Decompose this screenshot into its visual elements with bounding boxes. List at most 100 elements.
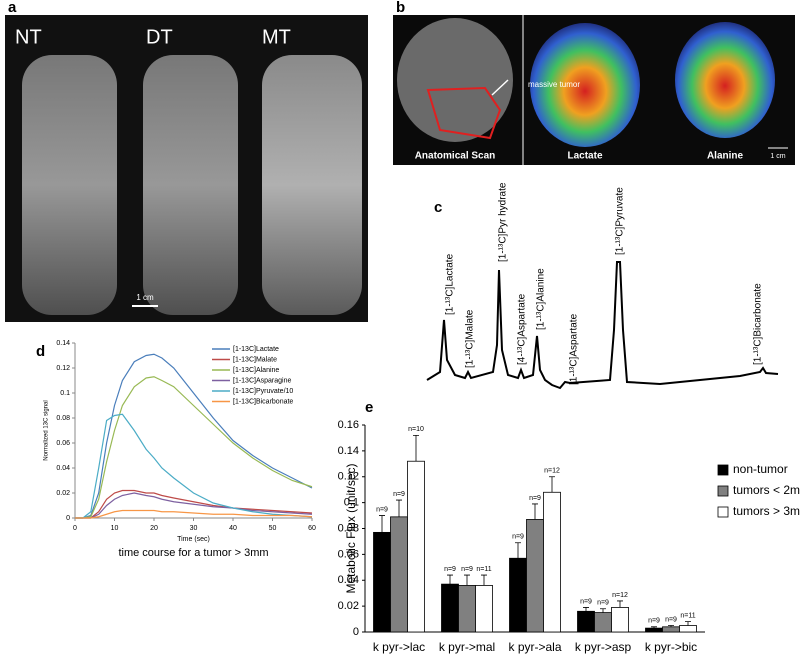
legend-label: non-tumor [733,462,788,476]
tumor-outline [426,86,502,140]
peak-label: [1-¹³C]Bicarbonate [753,283,764,365]
legend-label: [1-13C]Asparagine [233,377,291,384]
scan [397,18,513,142]
bar [577,610,595,633]
n-label: n=9 [393,491,405,498]
image-caption: Lactate [567,151,602,162]
legend-label: [1-13C]Lactate [233,346,279,353]
bar [441,583,459,633]
bar [645,627,663,633]
panel-label: b [396,0,405,16]
series-line [75,413,313,519]
error-bar [583,607,589,612]
error-bar [532,503,538,520]
error-bar [685,621,691,626]
n-label: n=12 [544,468,560,475]
x-tick-label: k pyr->lac [373,640,425,654]
bar [509,557,527,633]
scan [22,55,117,315]
peak-label: [4-¹³C]Aspartate [517,293,528,365]
legend-swatch [717,464,729,476]
x-tick-label: k pyr->ala [508,640,561,654]
y-tick-label: 0.14 [56,340,70,347]
y-tick-label: 0.12 [56,365,70,372]
series-line [75,489,313,519]
n-label: n=9 [512,534,524,541]
y-tick-label: 0.12 [338,471,359,483]
n-label: n=9 [444,566,456,573]
series-line [75,492,313,519]
scan-label: DT [146,26,173,48]
panel-label: a [8,0,17,16]
bar [543,491,561,633]
n-label: n=10 [408,426,424,433]
image-caption: Alanine [707,151,744,162]
n-label: n=9 [461,566,473,573]
x-axis-label: Time (sec) [177,536,210,543]
x-tick-label: 60 [308,525,316,532]
series-line [75,376,313,519]
n-label: n=9 [665,616,677,623]
error-bar [600,608,606,613]
scan [143,55,238,315]
x-tick-label: k pyr->bic [645,640,697,654]
panel-label: c [434,199,442,216]
legend-label: [1-13C]Malate [233,356,277,363]
error-bar [651,626,657,629]
legend-swatch [717,485,729,497]
x-tick-label: 10 [111,525,119,532]
image-caption: Anatomical Scan [415,151,496,162]
bar [662,626,680,633]
legend-label: [1-13C]Pyruvate/10 [233,388,293,395]
n-label: n=9 [376,506,388,513]
y-tick-label: 0.02 [338,600,359,612]
error-bar [549,476,555,493]
series-line [75,353,313,519]
error-bar [379,515,385,533]
peak-label: [1-¹³C]Lactate [445,253,456,315]
scan-label: NT [15,26,42,48]
legend-label: [1-13C]Alanine [233,367,279,374]
peak-label: [1-¹³C]Pyr hydrate [498,182,509,262]
error-bar [668,625,674,627]
y-axis-label: Normalized 13C signal [44,400,50,460]
y-tick-label: 0.14 [338,445,359,457]
legend-swatch [717,506,729,518]
error-bar [447,574,453,585]
peak-label: [1-¹³C]Alanine [536,268,547,330]
y-tick-label: 0.1 [344,497,359,509]
error-bar [396,499,402,517]
x-tick-label: 50 [269,525,277,532]
y-tick-label: 0.04 [56,465,70,472]
bar [407,460,425,633]
y-tick-label: 0.02 [56,490,70,497]
series-line [75,509,313,519]
bar [475,585,493,633]
y-tick-label: 0.1 [60,390,70,397]
x-tick-label: 40 [229,525,237,532]
y-axis-label: Metabolic Flux (unit/sec) [344,463,358,593]
bar [373,531,391,633]
n-label: n=12 [612,592,628,599]
error-bar [481,574,487,586]
panel-label: e [365,399,373,416]
n-label: n=11 [476,566,491,573]
scan [262,55,362,315]
x-tick-label: 30 [190,525,198,532]
spectrum [426,261,779,390]
y-tick-label: 0.08 [56,415,70,422]
legend-label: [1-13C]Bicarbonate [233,398,293,405]
n-label: n=9 [529,495,541,502]
peak-label: [1-¹³C]Malate [465,309,476,368]
caption: time course for a tumor > 3mm [118,547,268,559]
y-tick-label: 0.06 [338,548,359,560]
bar [611,607,629,633]
error-bar [413,434,419,462]
error-bar [464,574,470,586]
y-tick-label: 0 [66,515,70,522]
bar [526,519,544,633]
legend-label: tumors > 3mm [733,504,800,518]
n-label: n=11 [680,612,695,619]
bar [458,585,476,633]
